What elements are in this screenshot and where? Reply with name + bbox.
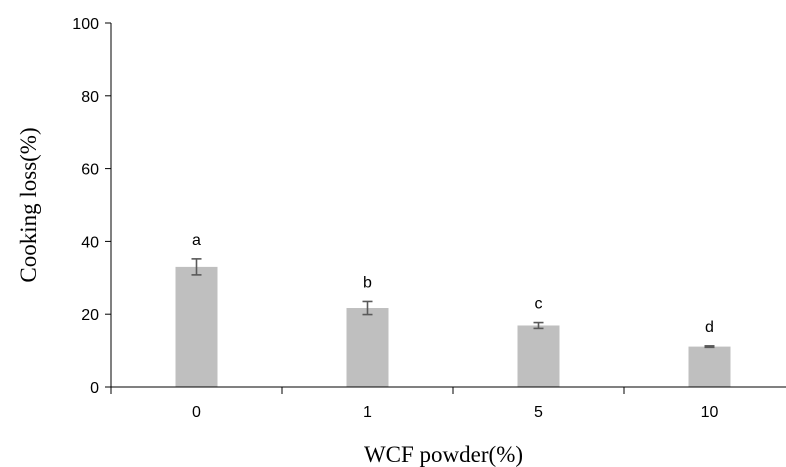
bar [175,266,218,387]
significance-label: a [192,232,201,249]
error-bars [191,258,715,349]
error-bar [533,321,544,330]
y-tick-label: 40 [81,234,99,251]
error-bar [704,345,715,349]
x-axis-ticks: 0 1 5 10 [110,387,719,421]
y-axis-title: Cooking loss(%) [16,127,41,282]
y-axis-ticks: 0 20 40 60 80 100 [72,16,111,397]
x-tick-label: 5 [534,404,543,421]
x-axis-title: WCF powder(%) [364,442,523,467]
significance-label: c [535,296,543,313]
x-tick-label: 0 [192,404,201,421]
y-tick-label: 0 [90,380,99,397]
y-tick-label: 100 [72,16,99,33]
x-tick-label: 10 [701,404,719,421]
significance-labels: a b c d [192,232,714,336]
x-tick-label: 1 [363,404,372,421]
bar [346,308,389,387]
bar [517,325,560,387]
bars [175,266,731,387]
significance-label: d [705,319,714,336]
y-tick-label: 80 [81,89,99,106]
bar [688,346,731,387]
y-tick-label: 20 [81,307,99,324]
error-bar [191,258,202,276]
significance-label: b [363,274,372,291]
y-tick-label: 60 [81,162,99,179]
error-bar [362,300,373,316]
